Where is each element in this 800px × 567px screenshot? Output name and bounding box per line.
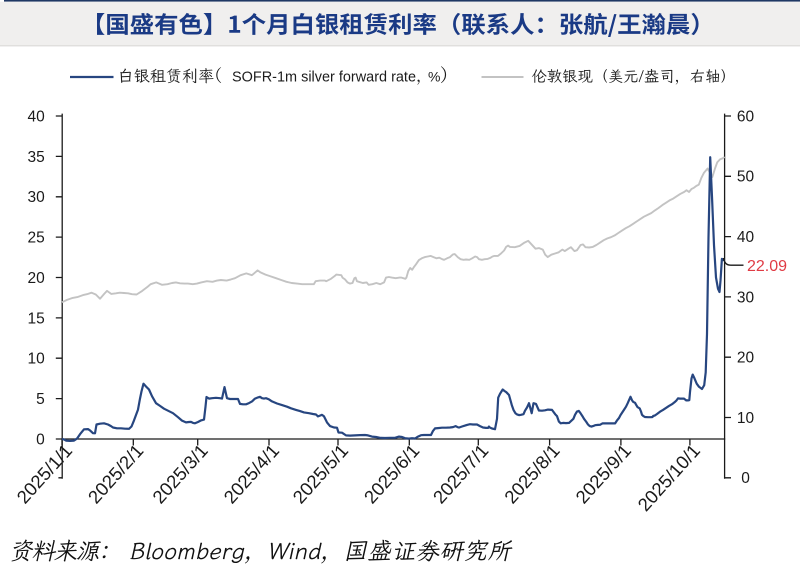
svg-text:0: 0 (36, 431, 45, 448)
svg-text:60: 60 (737, 108, 755, 125)
svg-text:SOFR-1m silver forward rate: SOFR-1m silver forward rate (232, 69, 416, 86)
svg-text:0: 0 (741, 470, 750, 487)
svg-text:20: 20 (28, 270, 46, 287)
svg-text:%: % (428, 69, 440, 85)
svg-text:40: 40 (737, 229, 755, 246)
svg-text:15: 15 (28, 310, 45, 327)
svg-text:30: 30 (737, 289, 755, 306)
svg-text:20: 20 (737, 350, 755, 367)
svg-text:50: 50 (737, 169, 755, 186)
svg-text:5: 5 (36, 391, 45, 408)
svg-text:22.09: 22.09 (747, 258, 787, 275)
svg-text:10: 10 (28, 351, 46, 368)
svg-text:40: 40 (28, 108, 46, 125)
svg-text:35: 35 (28, 149, 45, 166)
svg-text:25: 25 (28, 230, 45, 247)
svg-text:30: 30 (28, 189, 46, 206)
svg-text:10: 10 (737, 410, 755, 427)
